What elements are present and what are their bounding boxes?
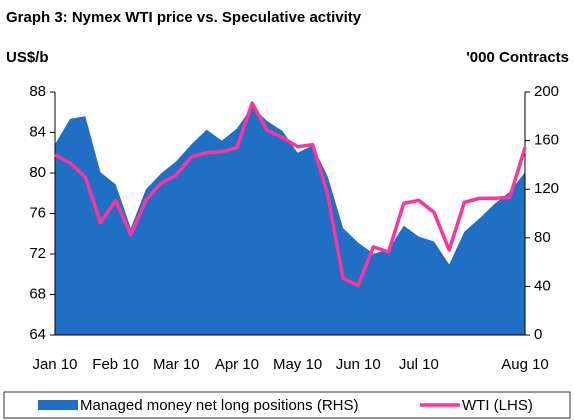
legend-label: Managed money net long positions (RHS) <box>80 397 358 414</box>
y2-tick-label: 40 <box>534 277 551 294</box>
x-tick-label: Jun 10 <box>336 356 381 373</box>
y-tick-label: 68 <box>29 285 46 302</box>
y-axis-label: US$/b <box>6 49 49 66</box>
legend-label: WTI (LHS) <box>462 397 533 414</box>
y2-axis-label: '000 Contracts <box>466 49 569 66</box>
legend-swatch <box>38 400 78 410</box>
area <box>55 106 525 335</box>
chart-title: Graph 3: Nymex WTI price vs. Speculative… <box>6 9 362 26</box>
y2-tick-label: 160 <box>534 132 559 149</box>
y-tick-label: 88 <box>29 83 46 100</box>
line <box>54 101 527 288</box>
x-tick-label: Aug 10 <box>501 356 549 373</box>
y-tick-label: 76 <box>29 204 46 221</box>
x-tick-label: Mar 10 <box>153 356 200 373</box>
x-tick-label: Feb 10 <box>92 356 139 373</box>
x-tick-label: Jul 10 <box>399 356 439 373</box>
x-tick-label: Apr 10 <box>215 356 259 373</box>
x-tick-label: Jan 10 <box>32 356 77 373</box>
y-tick-label: 80 <box>29 164 46 181</box>
y2-tick-label: 80 <box>534 229 551 246</box>
y-tick-label: 64 <box>29 326 46 343</box>
y-tick-label: 84 <box>29 123 46 140</box>
y2-tick-label: 120 <box>534 180 559 197</box>
y2-tick-label: 200 <box>534 83 559 100</box>
x-tick-label: May 10 <box>273 356 322 373</box>
legend-box <box>3 391 571 419</box>
y-tick-label: 72 <box>29 245 46 262</box>
y2-tick-label: 0 <box>534 326 542 343</box>
